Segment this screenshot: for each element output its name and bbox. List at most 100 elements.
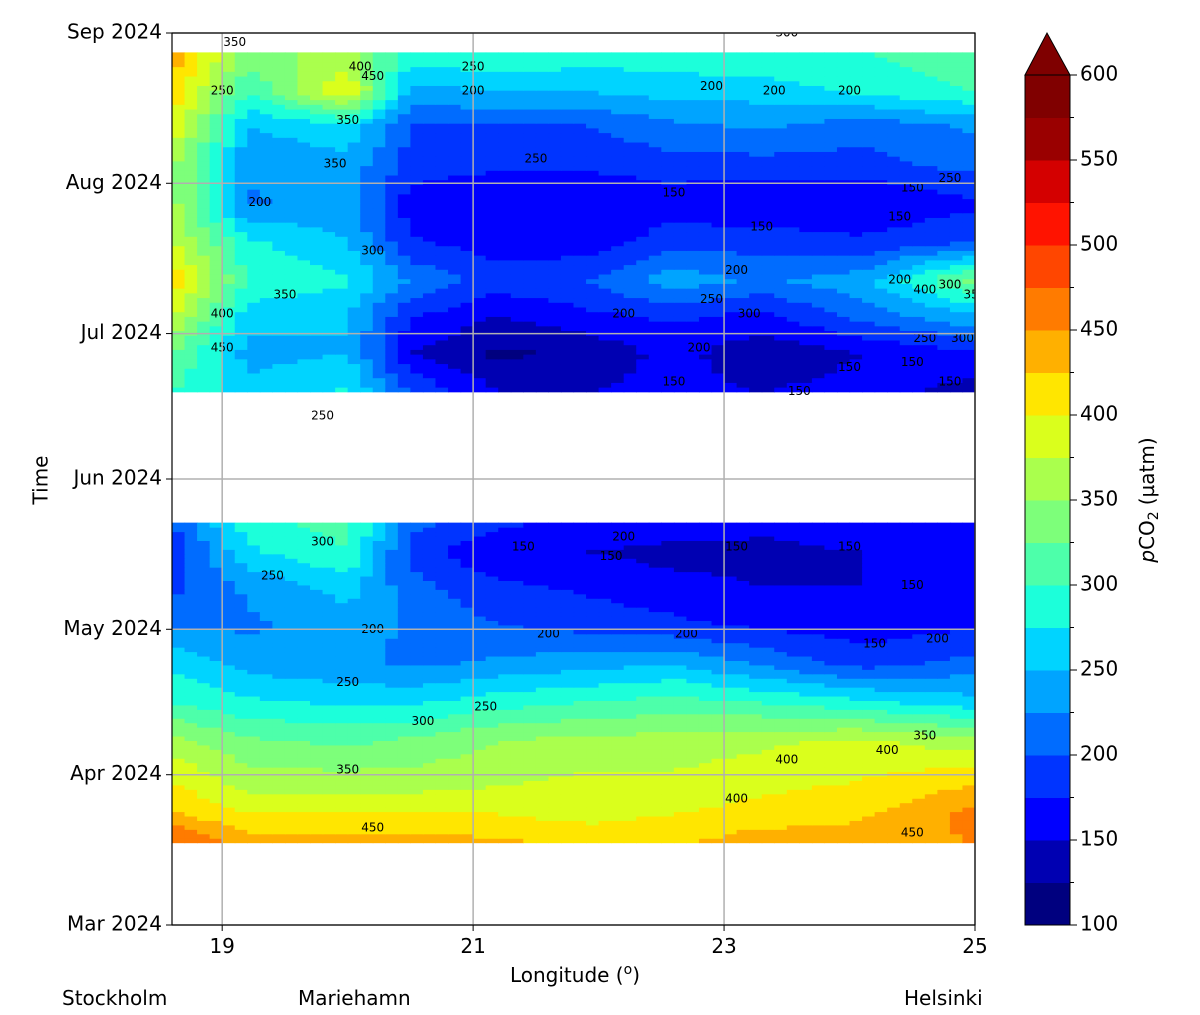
heat-cell (397, 629, 411, 635)
heat-cell (473, 673, 487, 679)
heat-cell (410, 762, 424, 768)
heat-cell (548, 589, 562, 595)
heat-cell (962, 562, 975, 568)
heat-cell (510, 669, 524, 675)
heat-cell (209, 620, 223, 626)
heat-cell (209, 704, 223, 710)
heat-cell (297, 584, 311, 590)
heat-cell (598, 629, 612, 635)
heat-cell (197, 540, 211, 546)
heat-cell (322, 531, 336, 537)
heat-cell (774, 589, 788, 595)
heat-cell (824, 669, 838, 675)
heat-cell (874, 620, 888, 626)
heat-cell (711, 642, 725, 648)
heat-cell (799, 527, 813, 533)
heat-cell (422, 558, 437, 564)
heat-cell (247, 611, 261, 617)
heat-cell (749, 789, 763, 795)
heat-cell (749, 713, 763, 719)
heat-cell (598, 704, 612, 710)
heat-cell (912, 820, 926, 826)
heat-cell (234, 678, 248, 684)
heat-cell (222, 700, 236, 706)
heat-cell (435, 655, 449, 661)
heat-cell (836, 651, 851, 657)
heat-cell (184, 838, 198, 844)
heat-cell (887, 567, 901, 573)
heat-cell (310, 553, 324, 559)
heat-cell (410, 687, 424, 693)
heat-cell (924, 368, 938, 374)
heat-cell (824, 673, 838, 679)
heat-cell (322, 629, 336, 635)
heat-cell (899, 567, 913, 573)
heat-cell (811, 620, 826, 626)
heat-cell (586, 611, 600, 617)
heat-cell (711, 687, 725, 693)
heat-cell (648, 363, 662, 369)
heat-cell (711, 798, 725, 804)
heat-cell (811, 735, 826, 741)
heat-cell (949, 629, 964, 635)
heat-cell (749, 593, 763, 599)
heat-cell (673, 615, 688, 621)
heat-cell (347, 669, 361, 675)
heat-cell (222, 678, 236, 684)
heat-cell (862, 740, 876, 746)
heat-cell (310, 664, 324, 670)
heat-cell (636, 740, 650, 746)
heat-cell (811, 789, 826, 795)
heat-cell (372, 553, 386, 559)
heat-cell (197, 358, 211, 365)
heat-cell (937, 713, 951, 719)
heat-cell (811, 815, 826, 821)
heat-cell (410, 629, 424, 635)
heat-cell (284, 540, 299, 546)
heat-cell (862, 713, 876, 719)
heat-cell (435, 709, 449, 715)
heat-cell (310, 780, 324, 786)
heat-cell (310, 651, 324, 657)
heat-cell (422, 624, 437, 630)
heat-cell (724, 571, 738, 577)
heat-cell (209, 642, 223, 648)
heat-cell (611, 589, 625, 595)
heat-cell (498, 580, 512, 586)
heat-cell (172, 571, 186, 577)
heat-cell (598, 611, 612, 617)
heat-cell (686, 740, 700, 746)
heat-cell (874, 731, 888, 737)
heat-cell (799, 807, 813, 813)
heat-cell (937, 727, 951, 733)
heat-cell (874, 589, 888, 595)
heat-cell (636, 687, 650, 693)
heat-cell (360, 758, 374, 764)
heat-cell (836, 709, 851, 715)
heat-cell (799, 647, 813, 653)
heat-cell (284, 589, 299, 595)
heat-cell (824, 607, 838, 613)
heat-cell (586, 780, 600, 786)
heat-cell (673, 575, 688, 581)
heat-cell (698, 678, 713, 684)
heat-cell (172, 535, 186, 541)
heat-cell (234, 762, 248, 768)
heat-cell (698, 571, 713, 577)
heat-cell (473, 669, 487, 675)
heat-cell (284, 815, 299, 821)
heat-cell (510, 562, 524, 568)
heat-cell (912, 575, 926, 581)
heat-cell (736, 540, 750, 546)
heat-cell (611, 629, 625, 635)
heat-cell (636, 571, 650, 577)
heat-cell (297, 589, 311, 595)
heat-cell (535, 673, 550, 679)
heat-cell (485, 368, 499, 374)
heat-cell (824, 629, 838, 635)
heat-cell (636, 553, 650, 559)
heat-cell (912, 549, 926, 555)
heat-cell (397, 713, 411, 719)
heat-cell (535, 651, 550, 657)
heat-cell (887, 735, 901, 741)
